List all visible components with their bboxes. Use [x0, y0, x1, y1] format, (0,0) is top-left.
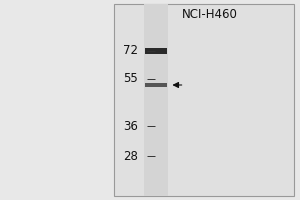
Bar — [144, 4, 168, 196]
Text: 36: 36 — [123, 119, 138, 132]
Bar — [145, 83, 167, 87]
Text: 55: 55 — [123, 72, 138, 86]
Bar — [114, 4, 294, 196]
Bar — [145, 48, 167, 54]
Text: NCI-H460: NCI-H460 — [182, 7, 238, 21]
Text: 28: 28 — [123, 150, 138, 162]
Text: 72: 72 — [123, 45, 138, 58]
